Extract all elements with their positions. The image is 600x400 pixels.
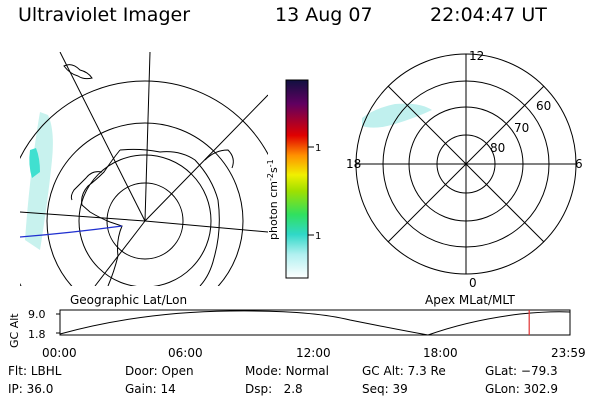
geo-meridian-4 [20, 211, 146, 222]
aurora-emission-polar [362, 103, 432, 128]
lat-label-70: 70 [514, 121, 529, 135]
mlt-label-18: 18 [346, 157, 361, 171]
altitude-xtick-3: 18:00 [423, 346, 458, 360]
geo-lat-circle-2 [78, 154, 212, 286]
altitude-ytick-bottom: 1.8 [28, 328, 46, 341]
colorbar: 100 10 photon cm-2s-1 [266, 79, 322, 279]
geo-meridian-1 [144, 52, 151, 222]
altitude-xtick-4: 23:59 [551, 346, 586, 360]
geo-meridian-3 [144, 220, 268, 233]
satellite-ground-track [20, 225, 123, 238]
mlt-label-0: 0 [469, 276, 477, 290]
status-gain: Gain: 14 [125, 382, 176, 396]
geo-meridian-5 [59, 52, 146, 222]
lat-label-60: 60 [536, 99, 551, 113]
altitude-xtick-0: 00:00 [42, 346, 77, 360]
altitude-plot-frame [59, 309, 571, 336]
coastline-ice-shelf [204, 149, 234, 169]
mlt-label-12: 12 [469, 49, 484, 63]
lat-label-80: 80 [490, 141, 505, 155]
polar-plot: 12 6 0 18 60 70 80 [346, 49, 583, 290]
status-door: Door: Open [125, 364, 194, 378]
aurora-emission-core [29, 148, 40, 178]
status-dsp: Dsp: 2.8 [245, 382, 303, 396]
geographic-map [20, 52, 268, 286]
polar-diag-2 [387, 85, 545, 243]
status-mode: Mode: Normal [245, 364, 329, 378]
altitude-plot: GC Alt 9.0 1.8 [8, 308, 571, 348]
coastline-peninsula [70, 171, 103, 201]
observation-date: 13 Aug 07 [275, 4, 373, 26]
altitude-ytick-top: 9.0 [28, 308, 46, 321]
coastline-antarctica [81, 148, 220, 286]
polar-map-caption: Apex MLat/MLT [425, 293, 515, 307]
status-ip: IP: 36.0 [8, 382, 54, 396]
instrument-title: Ultraviolet Imager [18, 4, 191, 26]
colorbar-gradient [285, 79, 309, 279]
status-glat: GLat: −79.3 [485, 364, 558, 378]
coastline-south-america [63, 64, 93, 80]
observation-time: 22:04:47 UT [430, 4, 547, 26]
colorbar-tick-10: 10 [315, 231, 322, 242]
status-gc-alt: GC Alt: 7.3 Re [362, 364, 446, 378]
mlt-label-6: 6 [575, 157, 583, 171]
colorbar-unit: photon cm-2s-1 [266, 159, 280, 240]
aurora-emission-left [25, 112, 53, 250]
status-seq: Seq: 39 [362, 382, 408, 396]
status-glon: GLon: 302.9 [485, 382, 558, 396]
altitude-xtick-2: 12:00 [296, 346, 331, 360]
altitude-xtick-1: 06:00 [168, 346, 203, 360]
altitude-curve [59, 310, 571, 336]
geo-meridian-6 [94, 220, 146, 286]
status-filter: Flt: LBHL [8, 364, 62, 378]
altitude-ylabel: GC Alt [8, 313, 21, 348]
colorbar-tick-100: 100 [315, 143, 322, 154]
geo-map-caption: Geographic Lat/Lon [70, 293, 188, 307]
geo-lat-circle-4 [20, 80, 268, 286]
geo-lat-circle-3 [46, 122, 244, 286]
